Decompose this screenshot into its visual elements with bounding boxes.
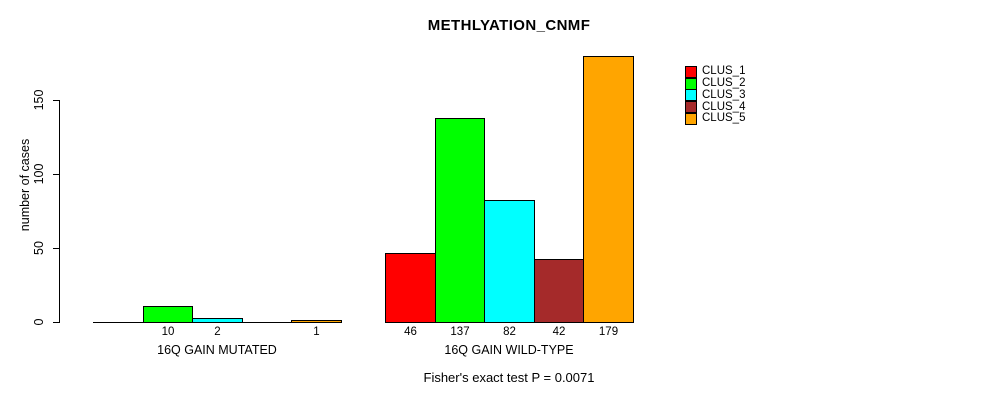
bar: [242, 322, 292, 323]
legend-item: CLUS_5: [685, 113, 745, 125]
bar: [484, 200, 535, 323]
group-label-wild-type: 16Q GAIN WILD-TYPE: [444, 343, 574, 357]
bar-value-label: 42: [552, 326, 566, 338]
legend-item-label: CLUS_5: [702, 112, 746, 125]
y-tick: [53, 322, 59, 323]
y-tick-label: 150: [32, 89, 46, 111]
legend-item: CLUS_3: [685, 88, 746, 102]
bar: [291, 320, 342, 323]
legend-item: CLUS_1: [685, 66, 745, 78]
bar: [143, 306, 193, 323]
bar-value-label: 137: [450, 326, 470, 338]
legend-color-swatch: [685, 77, 697, 90]
y-tick-label: 0: [32, 318, 46, 326]
y-axis-line: [59, 100, 60, 323]
y-tick: [53, 248, 59, 249]
y-tick-label: 100: [32, 163, 46, 185]
bar-value-label: 82: [503, 326, 516, 338]
y-tick: [53, 174, 59, 175]
bar: [583, 56, 634, 323]
legend: CLUS_1 CLUS_2 CLUS_3 CLUS_4 CLUS_5: [685, 66, 745, 125]
y-tick-label: 50: [32, 241, 46, 255]
bar-value-label: 2: [214, 326, 221, 338]
bar-value-label: 1: [313, 326, 320, 338]
fisher-test-annotation: Fisher's exact test P = 0.0071: [423, 370, 595, 385]
bar: [93, 322, 144, 323]
bar-value-label: 10: [161, 326, 175, 338]
legend-color-swatch: [685, 89, 697, 102]
bar: [435, 118, 485, 323]
y-axis-label: number of cases: [18, 138, 32, 232]
group-label-mutated: 16Q GAIN MUTATED: [157, 343, 277, 357]
legend-item-label: CLUS_2: [702, 77, 746, 90]
legend-color-swatch: [685, 112, 697, 125]
bar-value-label: 46: [404, 326, 417, 338]
legend-item-label: CLUS_1: [702, 65, 746, 78]
legend-item-label: CLUS_3: [702, 88, 746, 101]
legend-item-label: CLUS_4: [702, 100, 746, 113]
chart-title: METHLYATION_CNMF: [427, 17, 591, 34]
legend-color-swatch: [685, 65, 697, 78]
bar: [385, 253, 436, 323]
bar: [192, 318, 243, 323]
legend-color-swatch: [685, 101, 697, 114]
legend-item: CLUS_2: [685, 77, 746, 90]
bar: [534, 259, 584, 323]
legend-item: CLUS_4: [685, 100, 746, 114]
y-tick: [53, 100, 59, 101]
bar-value-label: 179: [598, 326, 619, 338]
